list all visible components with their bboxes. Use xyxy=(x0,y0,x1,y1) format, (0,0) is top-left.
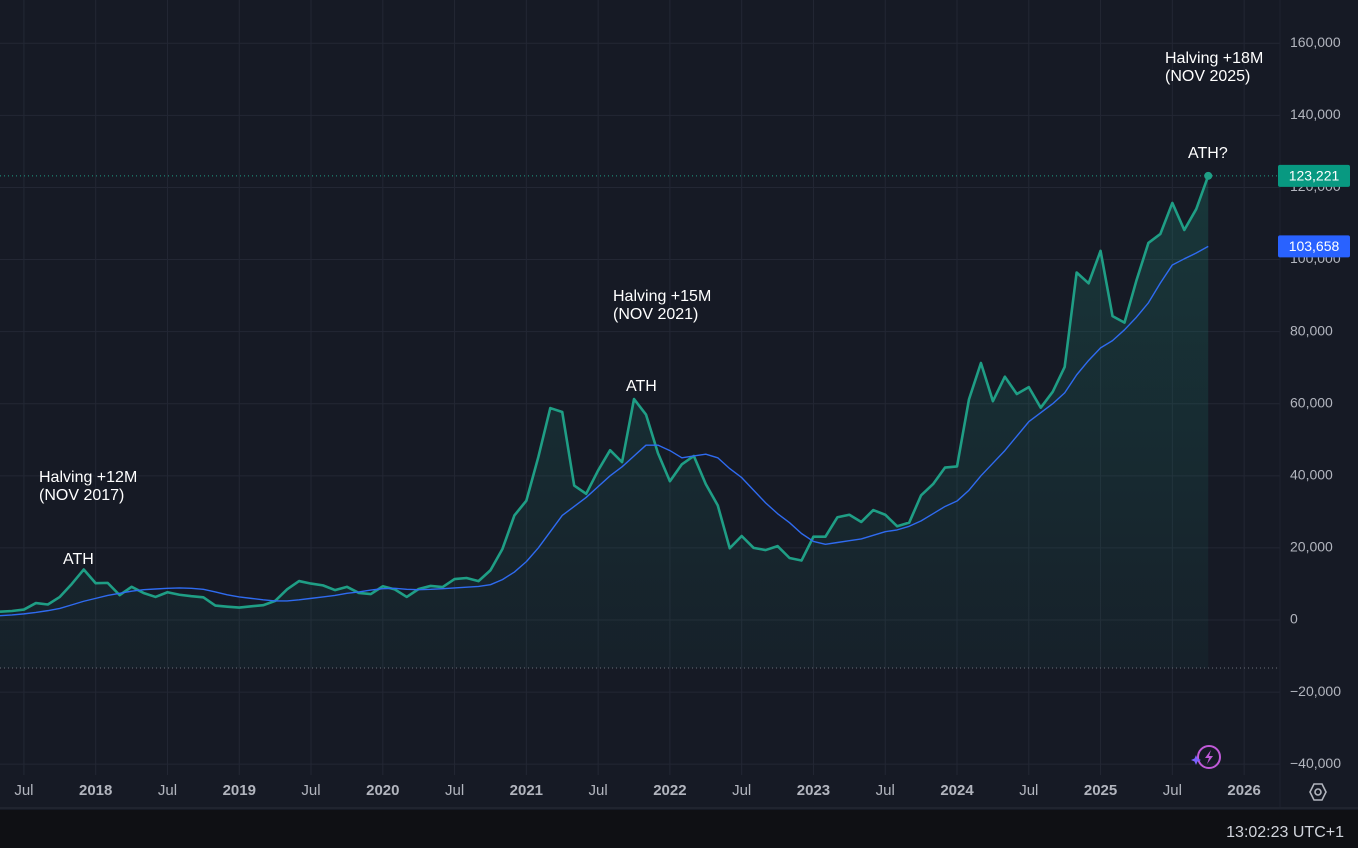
y-tick-label: 140,000 xyxy=(1290,106,1341,122)
y-tick-label: 40,000 xyxy=(1290,467,1333,483)
x-tick-label: 2024 xyxy=(940,782,974,799)
annotation: ATH xyxy=(626,378,657,395)
y-tick-label: 20,000 xyxy=(1290,539,1333,555)
clock: 13:02:23 UTC+1 xyxy=(1226,824,1344,841)
annotation: ATH? xyxy=(1188,145,1228,162)
y-tick-label: −20,000 xyxy=(1290,683,1341,699)
price-label: 123,221 xyxy=(1289,168,1340,184)
y-tick-label: −40,000 xyxy=(1290,755,1341,771)
x-tick-label: Jul xyxy=(1019,782,1038,799)
y-tick-label: 60,000 xyxy=(1290,394,1333,410)
status-bar xyxy=(0,810,1358,848)
annotation: Halving +18M xyxy=(1165,50,1263,67)
annotation: (NOV 2017) xyxy=(39,487,124,504)
x-tick-label: 2022 xyxy=(653,782,686,799)
x-tick-label: Jul xyxy=(732,782,751,799)
x-tick-label: 2023 xyxy=(797,782,830,799)
price-label: 103,658 xyxy=(1289,238,1340,254)
x-tick-label: Jul xyxy=(1163,782,1182,799)
lightning-icon[interactable] xyxy=(1191,745,1221,769)
x-tick-label: Jul xyxy=(876,782,895,799)
price-label-box xyxy=(1278,164,1350,187)
series-line xyxy=(0,245,1209,617)
x-tick-label: 2025 xyxy=(1084,782,1117,799)
annotation: (NOV 2021) xyxy=(613,306,698,323)
x-tick-label: Jul xyxy=(158,782,177,799)
annotation: ATH xyxy=(63,551,94,568)
y-tick-label: 0 xyxy=(1290,611,1298,627)
annotations: Halving +12M (NOV 2017) ATH Halving +15M… xyxy=(39,50,1263,568)
x-tick-label: 2021 xyxy=(510,782,543,799)
plot xyxy=(0,171,1280,669)
y-tick-label: 80,000 xyxy=(1290,322,1333,338)
last-point xyxy=(1204,171,1213,180)
settings-icon[interactable] xyxy=(1309,783,1327,801)
x-tick-label: Jul xyxy=(14,782,33,799)
x-tick-label: Jul xyxy=(589,782,608,799)
x-tick-label: 2026 xyxy=(1227,782,1260,799)
annotation: Halving +15M xyxy=(613,288,711,305)
price-label-box xyxy=(1278,235,1350,258)
x-tick-label: Jul xyxy=(445,782,464,799)
x-tick-label: 2020 xyxy=(366,782,399,799)
series-line xyxy=(0,175,1210,614)
annotation: Halving +12M xyxy=(39,469,137,486)
y-tick-label: 160,000 xyxy=(1290,34,1341,50)
x-tick-label: 2018 xyxy=(79,782,112,799)
x-tick-label: 2019 xyxy=(223,782,256,799)
x-tick-label: Jul xyxy=(301,782,320,799)
area-fill xyxy=(0,175,1209,668)
annotation: (NOV 2025) xyxy=(1165,68,1250,85)
